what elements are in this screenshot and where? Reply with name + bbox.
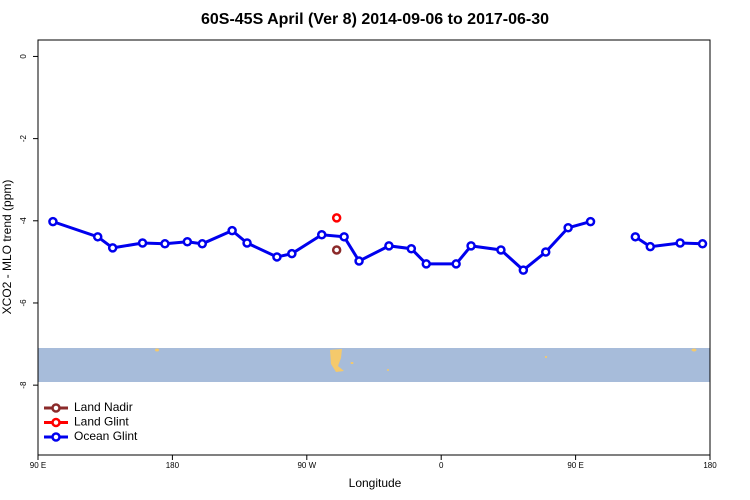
x-axis-label: Longitude xyxy=(349,476,402,490)
x-tick-label: 90 E xyxy=(30,461,46,470)
plot-frame xyxy=(37,39,711,456)
y-tick-label: -8 xyxy=(19,381,28,389)
point xyxy=(339,232,349,242)
y-axis-label: XCO2 - MLO trend (ppm) xyxy=(0,180,14,315)
legend-label: Ocean Glint xyxy=(74,429,138,443)
point xyxy=(563,223,573,233)
point xyxy=(697,239,708,249)
point xyxy=(287,248,297,259)
x-tick-label: 90 W xyxy=(297,461,316,470)
point xyxy=(107,243,118,253)
point xyxy=(675,238,685,248)
y-tick-label: -6 xyxy=(19,299,28,307)
legend-marker xyxy=(51,417,61,428)
point xyxy=(331,245,342,255)
point xyxy=(645,241,656,252)
y-tick-label: -2 xyxy=(19,135,28,143)
x-tick-label: 0 xyxy=(439,461,444,470)
map-strip xyxy=(38,348,710,382)
point xyxy=(518,265,529,275)
point xyxy=(331,213,342,223)
point xyxy=(421,259,432,269)
point xyxy=(48,216,58,227)
point xyxy=(160,239,170,249)
point xyxy=(466,241,476,251)
point xyxy=(272,252,282,262)
x-tick-label: 180 xyxy=(703,461,717,470)
point xyxy=(540,247,551,257)
point xyxy=(585,216,596,227)
point xyxy=(137,238,148,248)
legend-marker xyxy=(51,403,61,413)
point xyxy=(354,256,364,266)
point xyxy=(451,259,461,269)
point xyxy=(197,239,208,249)
point xyxy=(182,236,193,247)
point xyxy=(242,238,252,248)
x-tick-label: 90 E xyxy=(567,461,583,470)
series-line xyxy=(52,220,703,273)
point xyxy=(92,232,103,242)
legend-marker xyxy=(51,432,61,442)
point xyxy=(630,232,641,242)
x-tick-label: 180 xyxy=(166,461,180,470)
legend-label: Land Nadir xyxy=(74,400,133,414)
chart-title: 60S-45S April (Ver 8) 2014-09-06 to 2017… xyxy=(201,11,549,28)
point xyxy=(496,245,506,255)
point xyxy=(384,241,394,251)
point xyxy=(316,230,327,240)
y-tick-label: -4 xyxy=(19,217,28,225)
point xyxy=(227,225,237,236)
y-tick-label: 0 xyxy=(19,54,28,59)
legend-label: Land Glint xyxy=(74,415,129,429)
point xyxy=(406,243,417,254)
